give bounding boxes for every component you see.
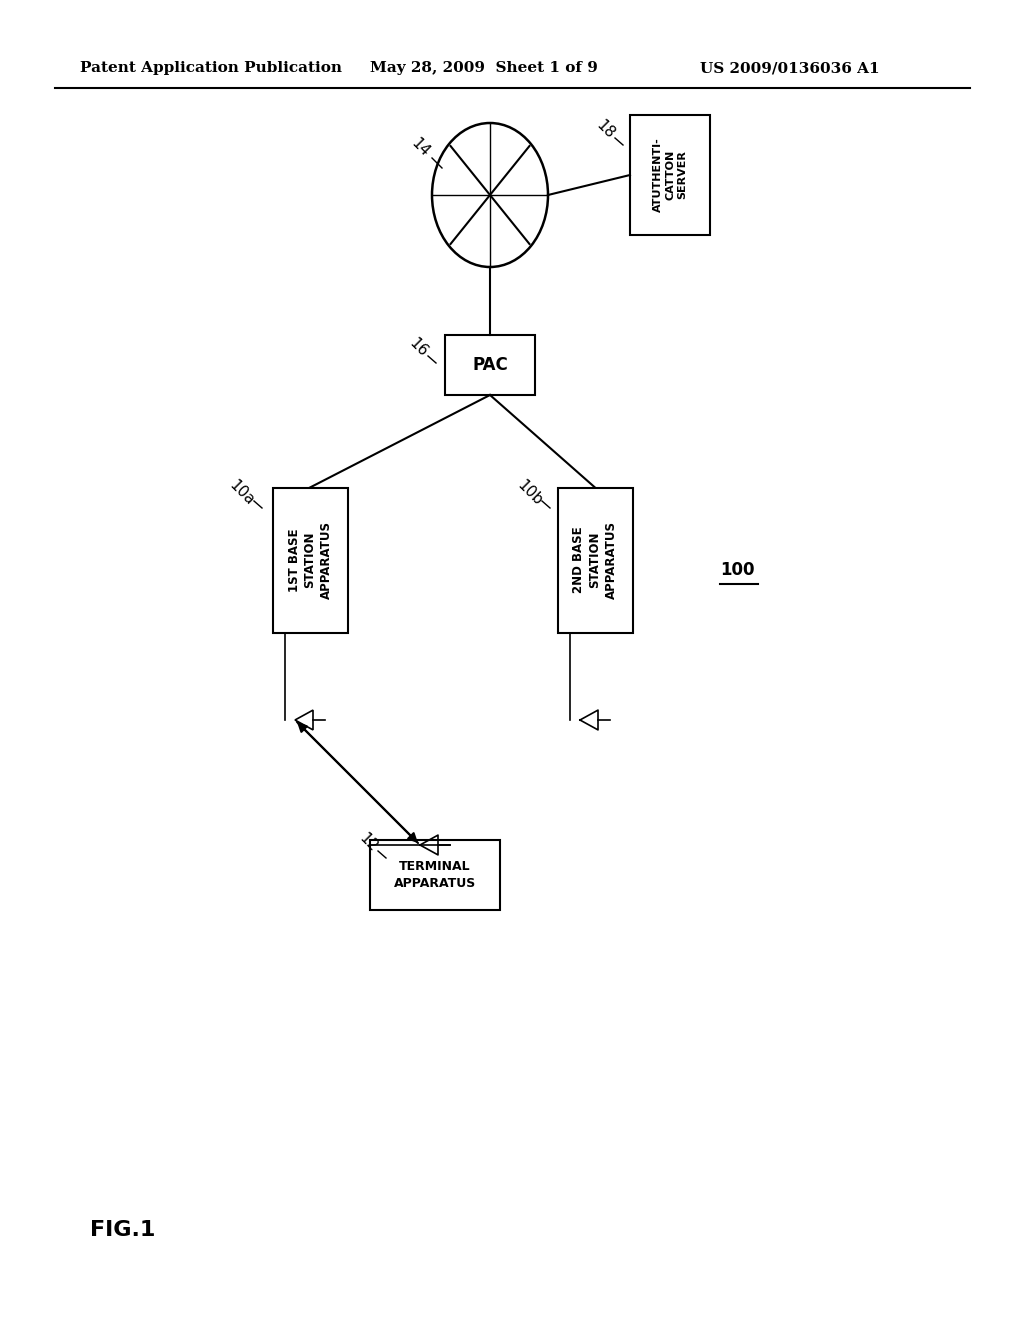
- Text: 2ND BASE
STATION
APPARATUS: 2ND BASE STATION APPARATUS: [572, 521, 617, 599]
- Text: FIG.1: FIG.1: [90, 1220, 156, 1239]
- Text: 14: 14: [408, 136, 432, 160]
- Bar: [557, 487, 633, 632]
- Text: 12: 12: [356, 830, 380, 855]
- Text: US 2009/0136036 A1: US 2009/0136036 A1: [700, 61, 880, 75]
- Text: ATUTHENTI-
CATTON
SERVER: ATUTHENTI- CATTON SERVER: [652, 137, 687, 213]
- Text: 18: 18: [593, 117, 617, 143]
- Polygon shape: [295, 710, 313, 730]
- Bar: [370, 840, 500, 909]
- Bar: [630, 115, 710, 235]
- Text: TERMINAL
APPARATUS: TERMINAL APPARATUS: [394, 861, 476, 890]
- Text: 10b: 10b: [514, 478, 546, 508]
- Bar: [445, 335, 535, 395]
- Bar: [272, 487, 347, 632]
- Text: 10a: 10a: [226, 478, 257, 508]
- Text: May 28, 2009  Sheet 1 of 9: May 28, 2009 Sheet 1 of 9: [370, 61, 598, 75]
- Text: 1ST BASE
STATION
APPARATUS: 1ST BASE STATION APPARATUS: [288, 521, 333, 599]
- Text: Patent Application Publication: Patent Application Publication: [80, 61, 342, 75]
- Text: 100: 100: [720, 561, 755, 579]
- Text: PAC: PAC: [472, 356, 508, 374]
- Text: 16: 16: [406, 335, 430, 360]
